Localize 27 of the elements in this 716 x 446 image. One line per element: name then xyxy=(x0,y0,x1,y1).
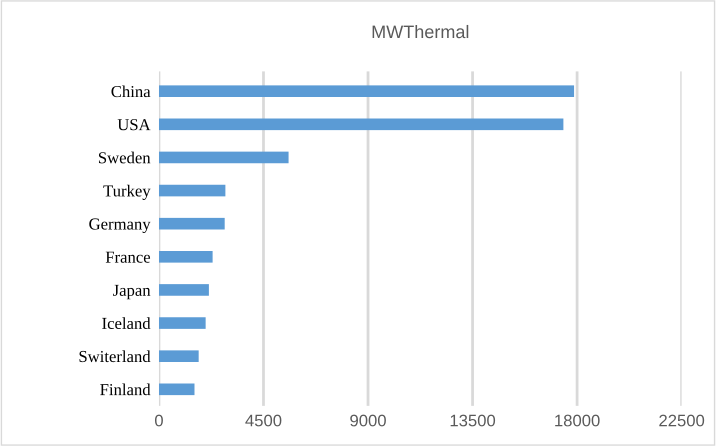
x-tick-label: 4500 xyxy=(245,414,282,426)
chart-title: MWThermal xyxy=(372,24,468,38)
y-tick-label: Turkey xyxy=(103,184,151,200)
x-tick-label: 9000 xyxy=(350,414,386,426)
bar xyxy=(158,384,194,396)
y-tick-label: Iceland xyxy=(102,317,150,330)
bar xyxy=(158,85,574,98)
bar xyxy=(158,251,213,263)
y-tick-label: Finland xyxy=(100,384,150,396)
y-tick-label: USA xyxy=(118,119,150,130)
y-tick-label: Germany xyxy=(89,218,151,234)
bar xyxy=(158,284,209,296)
bar xyxy=(158,350,199,362)
bar xyxy=(158,152,289,164)
y-tick-label: Japan xyxy=(113,284,150,300)
bar xyxy=(158,118,564,130)
y-tick-label: Switerland xyxy=(80,350,150,362)
x-tick-label: 0 xyxy=(154,414,163,426)
y-tick-label: Sweden xyxy=(98,152,150,164)
y-tick-label: China xyxy=(111,85,150,98)
x-tick-label: 13500 xyxy=(450,414,496,426)
x-tick-label: 18000 xyxy=(555,414,600,426)
y-tick-label: France xyxy=(106,252,150,263)
bar xyxy=(158,184,226,196)
bar xyxy=(158,218,225,230)
bar xyxy=(158,317,206,329)
x-tick-label: 22500 xyxy=(659,414,704,426)
